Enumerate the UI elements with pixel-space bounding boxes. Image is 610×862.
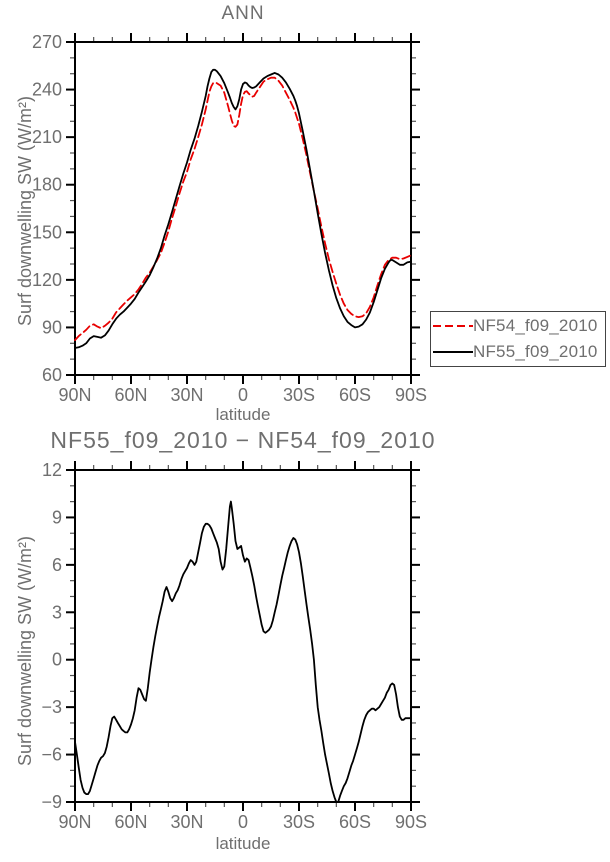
- chart-ann: 90N 60N 30N 0 30S 60S 90S 60 90 120 150 180 210 240 27…: [32, 32, 427, 405]
- x-tick-label: 0: [238, 385, 248, 405]
- legend-item-nf55: NF55_f09_2010: [431, 339, 605, 365]
- x-tick-label: 60S: [339, 385, 371, 405]
- chart-diff: 90N 60N 30N 0 30S 60S 90S −9 −6 −3 0 3 6 9 12: [41, 460, 427, 832]
- x-tick-label: 90N: [58, 812, 91, 832]
- legend-item-nf54: NF54_f09_2010: [431, 313, 605, 339]
- x-tick-label: 30S: [283, 385, 315, 405]
- legend-dashed-line-sample: [433, 324, 473, 327]
- y-tick-label: 0: [52, 650, 62, 670]
- x-tick-label: 30N: [170, 812, 203, 832]
- x-tick-label: 30S: [283, 812, 315, 832]
- y-tick-label: 240: [32, 80, 62, 100]
- legend-label-nf55: NF55_f09_2010: [473, 342, 598, 362]
- y-tick-label: 150: [32, 222, 62, 242]
- y-tick-label: −9: [41, 792, 62, 812]
- y-axis-label-top: Surf downwelling SW (W/m²): [15, 95, 35, 327]
- y-tick-label: 6: [52, 555, 62, 575]
- series-line-NF54_f09_2010: [74, 76, 412, 342]
- x-tick-label: 30N: [170, 385, 203, 405]
- legend-label-nf54: NF54_f09_2010: [473, 315, 598, 335]
- chart-title-diff: NF55_f09_2010 − NF54_f09_2010: [50, 427, 436, 453]
- legend-solid-line-sample: [433, 351, 473, 354]
- y-axis-label-bottom: Surf downwelling SW (W/m²): [15, 535, 35, 767]
- x-tick-label: 60N: [114, 385, 147, 405]
- x-axis-label-bottom: latitude: [215, 834, 271, 853]
- x-tick-label: 60N: [114, 812, 147, 832]
- series-line-NF55_f09_2010 − NF54_f09_2010: [74, 500, 412, 803]
- series-line-NF55_f09_2010: [74, 68, 412, 349]
- y-tick-label: 12: [42, 460, 62, 480]
- x-tick-label: 90N: [58, 385, 91, 405]
- y-tick-label: −6: [41, 745, 62, 765]
- x-tick-label: 90S: [395, 812, 427, 832]
- axes-frame: [74, 469, 412, 803]
- y-tick-label: 9: [52, 507, 62, 527]
- chart-title-ann: ANN: [221, 3, 265, 24]
- axes-frame: [74, 41, 412, 376]
- legend: NF54_f09_2010 NF55_f09_2010: [430, 311, 606, 367]
- y-tick-label: 90: [42, 317, 62, 337]
- x-tick-label: 60S: [339, 812, 371, 832]
- y-tick-label: 3: [52, 602, 62, 622]
- y-tick-label: 270: [32, 32, 62, 52]
- y-tick-label: 180: [32, 175, 62, 195]
- y-tick-label: −3: [41, 697, 62, 717]
- x-tick-label: 0: [238, 812, 248, 832]
- y-tick-label: 210: [32, 127, 62, 147]
- y-tick-label: 60: [42, 365, 62, 385]
- x-tick-label: 90S: [395, 385, 427, 405]
- x-axis-label-top: latitude: [215, 405, 271, 424]
- y-tick-label: 120: [32, 270, 62, 290]
